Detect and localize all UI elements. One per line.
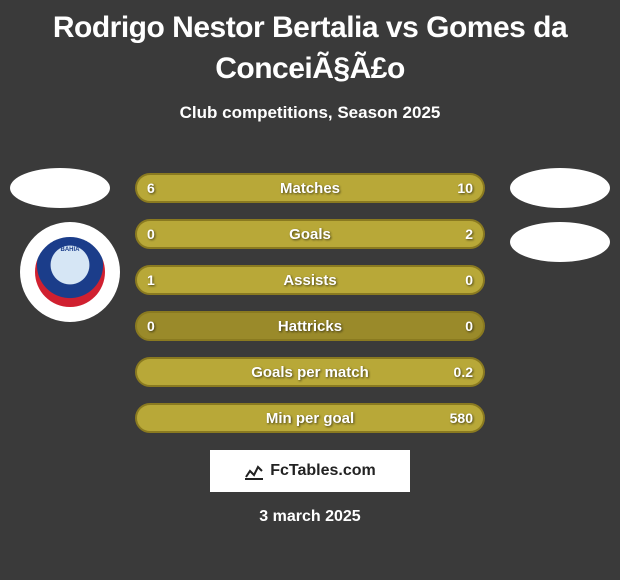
stat-row: 1Assists0: [135, 265, 485, 295]
page-subtitle: Club competitions, Season 2025: [0, 103, 620, 123]
player-left-avatar: [10, 168, 110, 208]
stat-label: Matches: [137, 175, 483, 201]
club-badge-text: ESPORTE CLUBE BAHIA: [35, 241, 105, 253]
stat-label: Hattricks: [137, 313, 483, 339]
stats-bars: 6Matches100Goals21Assists00Hattricks0Goa…: [135, 173, 485, 449]
stat-value-right: 10: [457, 180, 473, 196]
player-right-avatar-1: [510, 168, 610, 208]
stat-value-right: 2: [465, 226, 473, 242]
footer-date: 3 march 2025: [0, 508, 620, 526]
club-badge: ESPORTE CLUBE BAHIA: [20, 222, 120, 322]
footer-brand-text: FcTables.com: [270, 462, 376, 480]
stat-row: Min per goal580: [135, 403, 485, 433]
stat-row: 6Matches10: [135, 173, 485, 203]
stat-label: Min per goal: [137, 405, 483, 431]
stat-value-right: 0: [465, 318, 473, 334]
stat-label: Goals per match: [137, 359, 483, 385]
stat-row: 0Goals2: [135, 219, 485, 249]
brand-icon: [244, 461, 264, 481]
stat-value-right: 0.2: [454, 364, 473, 380]
stat-value-right: 580: [450, 410, 473, 426]
stat-label: Goals: [137, 221, 483, 247]
stat-value-right: 0: [465, 272, 473, 288]
stat-row: 0Hattricks0: [135, 311, 485, 341]
footer-brand: FcTables.com: [210, 450, 410, 492]
page-title: Rodrigo Nestor Bertalia vs Gomes da Conc…: [0, 0, 620, 89]
stat-label: Assists: [137, 267, 483, 293]
stat-row: Goals per match0.2: [135, 357, 485, 387]
player-right-avatar-2: [510, 222, 610, 262]
